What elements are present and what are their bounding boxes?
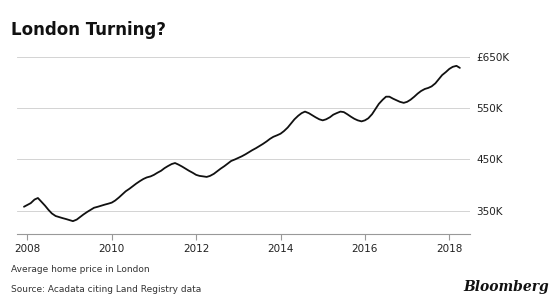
Text: Average home price in London: Average home price in London <box>11 266 150 274</box>
Text: London Turning?: London Turning? <box>11 21 166 39</box>
Text: Bloomberg: Bloomberg <box>463 280 549 294</box>
Text: Source: Acadata citing Land Registry data: Source: Acadata citing Land Registry dat… <box>11 285 202 294</box>
